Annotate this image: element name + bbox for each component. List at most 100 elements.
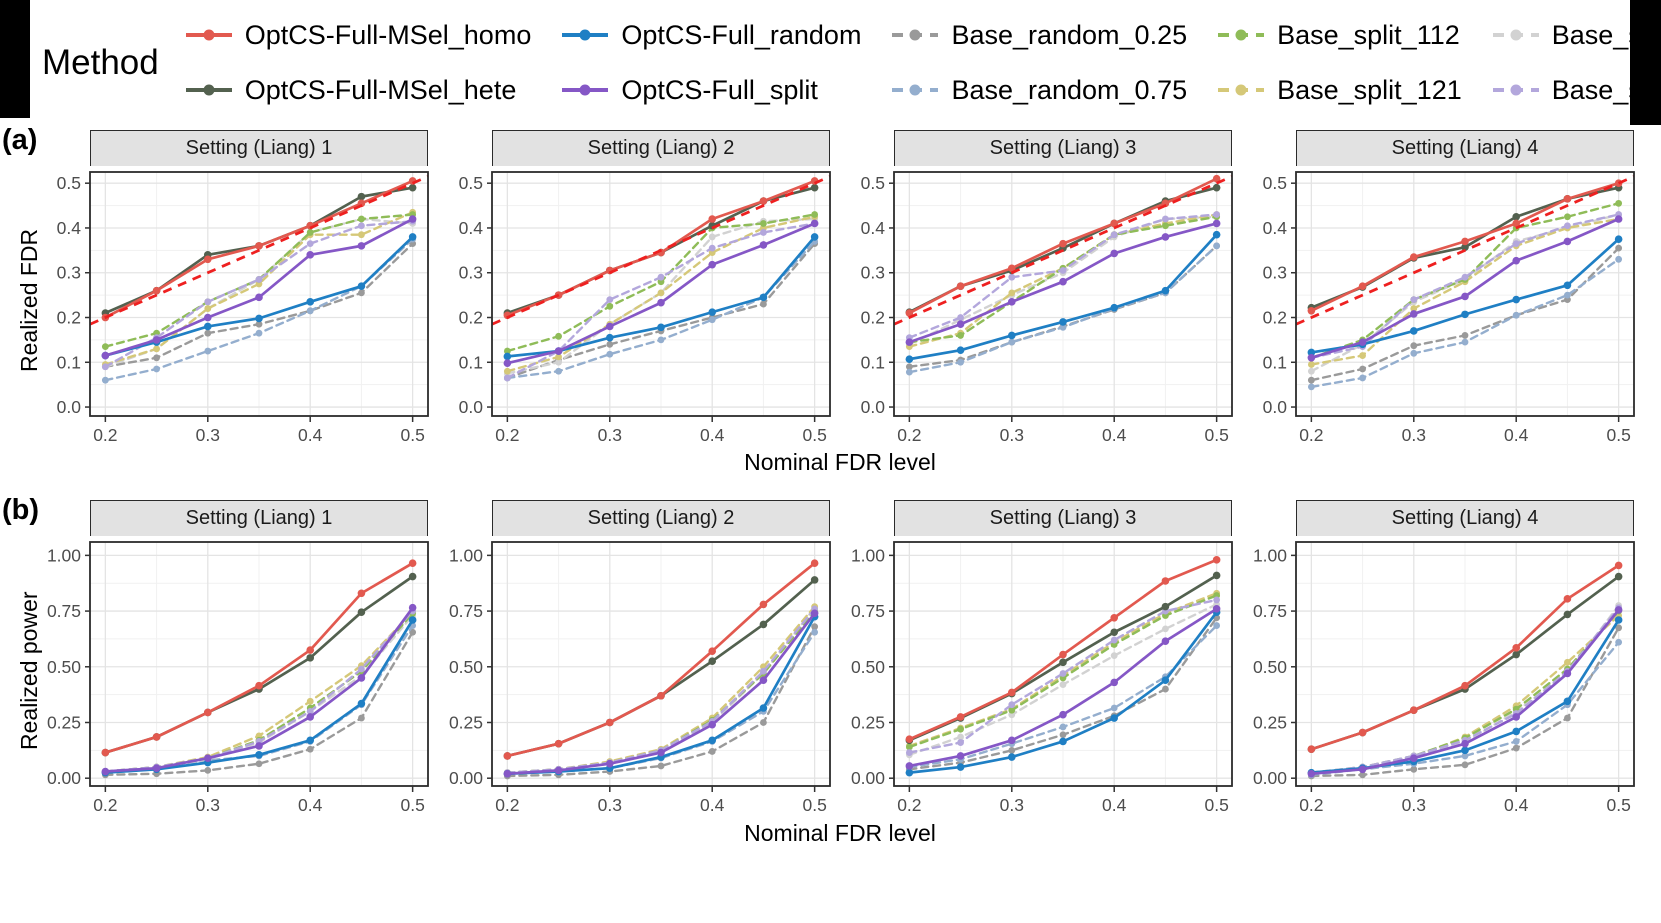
x-tick-label: 0.2 (495, 795, 519, 815)
data-point (1615, 199, 1623, 207)
data-point (1461, 310, 1469, 319)
data-point (606, 302, 614, 310)
panel-title: Setting (Liang) 4 (1391, 137, 1539, 159)
legend-item-Base_split_112: Base_split_112 (1217, 20, 1462, 51)
legend-key-icon (185, 29, 232, 41)
data-point (905, 749, 913, 756)
x-tick-label: 0.5 (1204, 795, 1228, 815)
panel-header: Setting (Liang) 2 (492, 500, 830, 536)
data-point (503, 374, 511, 382)
y-tick-label: 0.3 (57, 263, 81, 283)
data-point (555, 332, 562, 340)
data-point (255, 329, 263, 337)
data-point (1161, 233, 1170, 241)
data-point (1615, 638, 1623, 646)
data-point (203, 322, 212, 331)
data-point (1007, 736, 1016, 745)
y-tick-label: 0.5 (57, 173, 81, 193)
y-tick-label: 0.4 (459, 218, 484, 238)
panel-title: Setting (Liang) 3 (989, 137, 1137, 159)
legend: Method OptCS-Full-MSel_homo OptCS-Full-MS… (30, 0, 1661, 125)
panel-title: Setting (Liang) 1 (185, 137, 333, 159)
panel-fdr-setting-1: Setting (Liang) 1 0.0 0.1 0.2 0.3 0.4 0.5 0.2 0… (36, 130, 438, 448)
data-point (255, 242, 263, 250)
data-point (956, 346, 965, 354)
legend-item-label: Base_split_121 (1277, 74, 1462, 105)
data-point (554, 766, 563, 775)
data-point (1614, 561, 1623, 570)
data-point (503, 359, 512, 367)
data-point (1059, 323, 1067, 331)
data-point (905, 735, 914, 744)
data-point (1512, 256, 1521, 265)
data-point (956, 282, 965, 290)
data-point (1059, 710, 1067, 719)
data-point (1409, 310, 1418, 318)
data-point (358, 289, 365, 297)
data-point (606, 350, 614, 358)
data-point (204, 298, 212, 306)
data-point (1564, 222, 1571, 230)
legend-item-label: OptCS-Full-MSel_hete (244, 74, 517, 105)
y-tick-label: 1.00 (47, 545, 81, 565)
data-point (1059, 658, 1067, 667)
data-point (255, 320, 263, 328)
x-tick-label: 0.5 (1606, 425, 1630, 445)
data-point (1307, 376, 1315, 384)
data-point (1008, 701, 1016, 709)
data-point (1007, 331, 1016, 340)
data-point (760, 229, 767, 236)
x-tick-label: 0.5 (400, 425, 424, 445)
x-tick-label: 0.4 (1102, 425, 1127, 445)
y-tick-label: 0.5 (1263, 173, 1287, 193)
data-point (306, 240, 314, 248)
data-point (1213, 622, 1221, 629)
x-tick-label: 0.5 (802, 425, 826, 445)
data-point (956, 763, 965, 771)
reference-line-identity (90, 175, 428, 326)
data-point (357, 242, 366, 250)
data-point (957, 358, 964, 366)
data-point (1358, 765, 1367, 774)
x-tick-label: 0.5 (802, 795, 826, 815)
data-point (306, 298, 315, 306)
legend-item-label: Base_split_112 (1277, 19, 1460, 50)
data-point (503, 367, 511, 375)
data-point (605, 759, 614, 768)
x-tick-label: 0.3 (1000, 425, 1024, 445)
data-point (203, 313, 212, 322)
panel-fdr-setting-2: Setting (Liang) 2 0.0 0.1 0.2 0.3 0.4 0.5 0.2 0… (438, 130, 840, 448)
plot-fdr-setting-3: 0.0 0.1 0.2 0.3 0.4 0.5 0.2 0.3 0.4 0.5 (861, 171, 1233, 445)
plot-fdr-setting-4: 0.0 0.1 0.2 0.3 0.4 0.5 0.2 0.3 0.4 0.5 (1263, 171, 1635, 445)
data-point (811, 211, 819, 218)
panel-header: Setting (Liang) 3 (894, 500, 1232, 536)
data-point (1461, 739, 1469, 748)
data-point (905, 363, 913, 371)
data-point (1410, 349, 1418, 357)
legend-item-Base_random_0.75: Base_random_0.75 (891, 75, 1187, 106)
data-point (1461, 746, 1469, 755)
data-point (358, 714, 365, 722)
x-tick-label: 0.3 (196, 425, 220, 445)
data-point (1110, 613, 1119, 622)
data-point (657, 336, 665, 344)
data-point (1461, 237, 1469, 246)
data-point (1213, 242, 1221, 250)
data-point (357, 589, 366, 598)
data-point (1409, 754, 1418, 762)
data-point (760, 220, 767, 227)
data-point (905, 762, 914, 770)
data-point (1563, 237, 1572, 246)
x-tick-label: 0.4 (298, 425, 323, 445)
data-point (1461, 761, 1469, 769)
data-point (306, 229, 314, 236)
data-point (1461, 292, 1469, 301)
panel-row-label-b: (b) (2, 494, 40, 526)
data-point (1307, 353, 1316, 362)
panel-title: Setting (Liang) 2 (587, 507, 735, 529)
y-tick-label: 0.75 (851, 601, 885, 621)
y-tick-label: 0.50 (851, 657, 885, 677)
data-point (101, 767, 110, 776)
data-point (1307, 361, 1315, 368)
data-point (1409, 706, 1418, 715)
